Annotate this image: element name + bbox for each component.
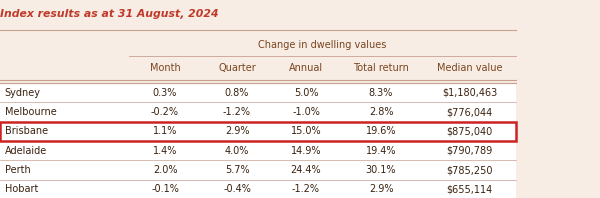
Text: $790,789: $790,789: [446, 146, 493, 156]
Text: Index results as at 31 August, 2024: Index results as at 31 August, 2024: [0, 9, 218, 19]
Text: 0.3%: 0.3%: [153, 88, 177, 98]
Text: Quarter: Quarter: [218, 63, 256, 73]
Text: 19.6%: 19.6%: [366, 126, 396, 136]
Text: Total return: Total return: [353, 63, 409, 73]
Text: $776,044: $776,044: [446, 107, 493, 117]
Text: 2.9%: 2.9%: [225, 126, 249, 136]
Text: 1.1%: 1.1%: [153, 126, 177, 136]
Text: -1.2%: -1.2%: [223, 107, 251, 117]
Bar: [0, 180, 516, 198]
Text: -0.2%: -0.2%: [151, 107, 179, 117]
Text: Sydney: Sydney: [5, 88, 41, 98]
Text: 1.4%: 1.4%: [153, 146, 177, 156]
Text: Adelaide: Adelaide: [5, 146, 47, 156]
Text: $785,250: $785,250: [446, 165, 493, 175]
Bar: [0, 160, 516, 180]
Bar: [0, 141, 516, 160]
Text: -0.4%: -0.4%: [223, 184, 251, 194]
Text: 2.9%: 2.9%: [369, 184, 393, 194]
Text: Perth: Perth: [5, 165, 31, 175]
Text: 5.7%: 5.7%: [224, 165, 250, 175]
Text: 2.8%: 2.8%: [369, 107, 393, 117]
Bar: [0, 103, 516, 122]
Text: Month: Month: [149, 63, 181, 73]
Text: 14.9%: 14.9%: [291, 146, 321, 156]
Text: $1,180,463: $1,180,463: [442, 88, 497, 98]
Text: Annual: Annual: [289, 63, 323, 73]
Text: 0.8%: 0.8%: [225, 88, 249, 98]
Text: 5.0%: 5.0%: [294, 88, 318, 98]
Text: 15.0%: 15.0%: [290, 126, 322, 136]
Text: Melbourne: Melbourne: [5, 107, 56, 117]
Bar: [0, 122, 516, 141]
Text: 4.0%: 4.0%: [225, 146, 249, 156]
Bar: [0, 122, 516, 141]
Text: Change in dwelling values: Change in dwelling values: [259, 40, 386, 50]
Text: -1.2%: -1.2%: [292, 184, 320, 194]
Text: 8.3%: 8.3%: [369, 88, 393, 98]
Text: 2.0%: 2.0%: [153, 165, 177, 175]
Text: $655,114: $655,114: [446, 184, 493, 194]
Text: Brisbane: Brisbane: [5, 126, 48, 136]
Text: -1.0%: -1.0%: [292, 107, 320, 117]
Text: 30.1%: 30.1%: [366, 165, 396, 175]
Text: Hobart: Hobart: [5, 184, 38, 194]
Bar: [0, 83, 516, 103]
Text: 19.4%: 19.4%: [366, 146, 396, 156]
Text: 24.4%: 24.4%: [290, 165, 322, 175]
Text: Median value: Median value: [437, 63, 502, 73]
Text: $875,040: $875,040: [446, 126, 493, 136]
Text: -0.1%: -0.1%: [151, 184, 179, 194]
